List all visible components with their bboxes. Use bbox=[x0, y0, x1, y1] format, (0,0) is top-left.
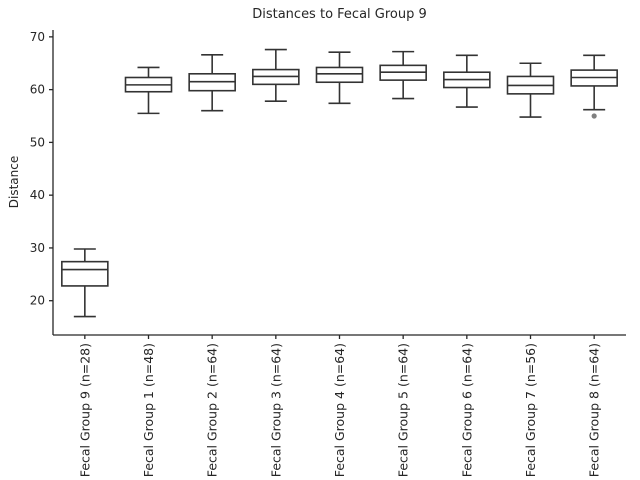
x-tick-label: Fecal Group 8 (n=64) bbox=[587, 343, 602, 477]
y-tick-label: 30 bbox=[30, 241, 45, 255]
y-tick-label: 20 bbox=[30, 294, 45, 308]
x-tick-label: Fecal Group 3 (n=64) bbox=[268, 343, 283, 477]
x-tick-label: Fecal Group 5 (n=64) bbox=[396, 343, 411, 477]
y-tick-label: 70 bbox=[30, 30, 45, 44]
y-tick-label: 60 bbox=[30, 83, 45, 97]
y-tick-label: 50 bbox=[30, 135, 45, 149]
outlier-point bbox=[591, 113, 597, 119]
x-tick-label: Fecal Group 2 (n=64) bbox=[205, 343, 220, 477]
x-tick-label: Fecal Group 6 (n=64) bbox=[459, 343, 474, 477]
chart-title: Distances to Fecal Group 9 bbox=[252, 7, 427, 22]
iqr-box bbox=[315, 66, 364, 84]
x-tick-label: Fecal Group 4 (n=64) bbox=[332, 343, 347, 477]
x-tick-label: Fecal Group 1 (n=48) bbox=[141, 343, 156, 477]
iqr-box bbox=[61, 260, 109, 287]
x-tick-label: Fecal Group 9 (n=28) bbox=[77, 343, 92, 477]
y-tick-label: 40 bbox=[30, 188, 45, 202]
x-tick-label: Fecal Group 7 (n=56) bbox=[523, 343, 538, 477]
